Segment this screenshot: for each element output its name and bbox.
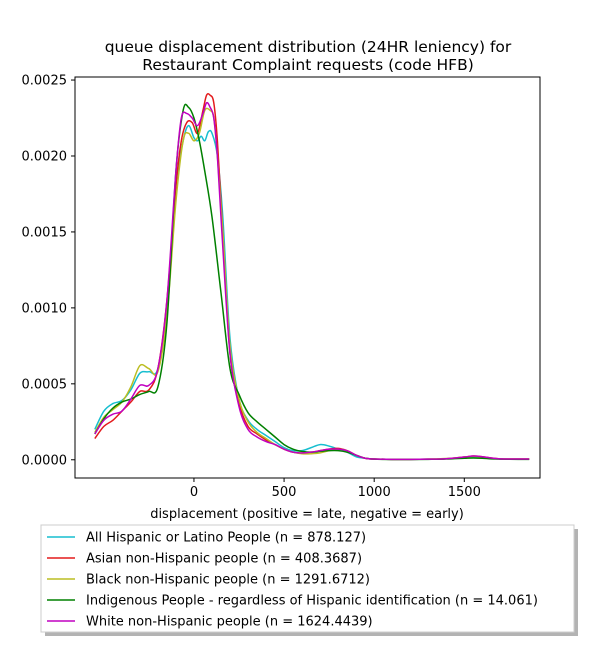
chart-title: queue displacement distribution (24HR le…: [105, 38, 512, 74]
y-tick-label: 0.0025: [22, 74, 68, 89]
legend-label-2: Black non-Hispanic people (n = 1291.6712…: [86, 573, 370, 588]
y-tick-label: 0.0005: [22, 377, 68, 392]
legend-frame: [40, 524, 575, 633]
series-lines: [94, 93, 530, 461]
y-tick-label: 0.0010: [22, 301, 68, 316]
y-axis: 0.0000 0.0005 0.0010 0.0015 0.0020 0.0025: [22, 74, 75, 468]
legend: All Hispanic or Latino People (n = 878.1…: [40, 524, 578, 636]
x-tick-label: 1500: [448, 485, 481, 500]
legend-label-4: White non-Hispanic people (n = 1624.4439…: [86, 615, 373, 630]
legend-items: All Hispanic or Latino People (n = 878.1…: [47, 531, 538, 630]
x-tick-label: 1000: [358, 485, 391, 500]
chart-title-line-2: Restaurant Complaint requests (code HFB): [142, 56, 474, 74]
chart-title-line-1: queue displacement distribution (24HR le…: [105, 38, 512, 56]
legend-label-1: Asian non-Hispanic people (n = 408.3687): [86, 552, 362, 567]
x-axis: 0 500 1000 1500: [190, 478, 481, 500]
series-line-4: [94, 101, 530, 461]
y-tick-label: 0.0015: [22, 225, 68, 240]
y-tick-label: 0.0000: [22, 453, 68, 468]
legend-label-3: Indigenous People - regardless of Hispan…: [86, 594, 538, 609]
plot-area: [74, 76, 541, 479]
legend-label-0: All Hispanic or Latino People (n = 878.1…: [86, 531, 366, 546]
y-tick-label: 0.0020: [22, 149, 68, 164]
x-axis-label: displacement (positive = late, negative …: [150, 507, 464, 522]
x-tick-label: 0: [190, 485, 198, 500]
x-tick-label: 500: [272, 485, 297, 500]
